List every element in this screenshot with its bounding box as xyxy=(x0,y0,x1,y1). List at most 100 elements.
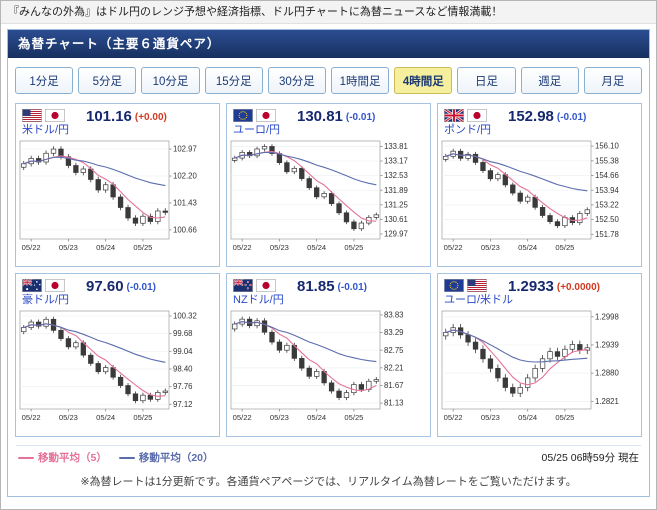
chart-grid: 米ドル/円 101.16 (+0.00) 102.97 102.20 101.43 1… xyxy=(8,103,649,443)
svg-text:154.66: 154.66 xyxy=(595,171,619,180)
svg-text:100.66: 100.66 xyxy=(173,226,197,235)
pair-change: (+0.0000) xyxy=(556,282,600,293)
svg-text:129.97: 129.97 xyxy=(384,230,408,239)
candlestick-chart: 102.97 102.20 101.43 100.66 05/22 05/23 05/24 0… xyxy=(19,140,198,252)
tf-4hour-button[interactable]: 4時間足 xyxy=(394,67,453,94)
pair-price: 130.81 xyxy=(297,108,343,125)
pair-panel-usdjpy: 米ドル/円 101.16 (+0.00) 102.97 102.20 101.43 1… xyxy=(15,103,220,267)
flag-nz-icon xyxy=(233,279,253,292)
pair-price: 97.60 xyxy=(86,278,124,295)
tf-weekly-button[interactable]: 週足 xyxy=(520,67,579,94)
tf-30min-button[interactable]: 30分足 xyxy=(267,67,327,94)
timeframe-row: 1分足 5分足 10分足 15分足 30分足 1時間足 4時間足 日足 週足 月… xyxy=(8,58,649,103)
svg-text:05/22: 05/22 xyxy=(233,243,252,252)
svg-text:05/24: 05/24 xyxy=(307,243,326,252)
svg-text:81.13: 81.13 xyxy=(384,399,404,408)
svg-text:05/24: 05/24 xyxy=(307,413,326,422)
ma5-legend: 移動平均（5） xyxy=(18,450,107,465)
flag-eu-icon xyxy=(444,279,464,292)
svg-text:152.50: 152.50 xyxy=(595,215,620,224)
svg-text:155.38: 155.38 xyxy=(595,156,619,165)
candlestick-chart: 1.2998 1.2939 1.2880 1.2821 05/22 05/23 05/24 0… xyxy=(441,310,620,422)
tf-daily-button[interactable]: 日足 xyxy=(457,67,516,94)
tf-1min-button[interactable]: 1分足 xyxy=(15,67,74,94)
ma5-line-icon xyxy=(18,456,34,459)
svg-text:102.97: 102.97 xyxy=(173,145,197,154)
svg-text:99.68: 99.68 xyxy=(173,329,193,338)
svg-text:97.12: 97.12 xyxy=(173,400,193,409)
svg-text:82.75: 82.75 xyxy=(384,346,404,355)
pair-change: (+0.00) xyxy=(134,112,167,123)
pair-name-link[interactable]: NZドル/円 xyxy=(233,294,284,306)
tf-1hour-button[interactable]: 1時間足 xyxy=(331,67,390,94)
svg-text:99.04: 99.04 xyxy=(173,347,193,356)
svg-text:05/23: 05/23 xyxy=(270,243,289,252)
pair-name-link[interactable]: ポンド/円 xyxy=(444,124,492,136)
svg-text:131.89: 131.89 xyxy=(384,186,408,195)
svg-text:05/22: 05/22 xyxy=(233,413,252,422)
pair-name-link[interactable]: ユーロ/円 xyxy=(233,124,281,136)
ma20-line-icon xyxy=(118,456,135,459)
pair-flags xyxy=(233,279,297,292)
svg-text:101.43: 101.43 xyxy=(173,199,197,208)
pair-flags xyxy=(22,279,86,292)
pair-flags xyxy=(444,109,508,122)
candlestick-chart: 83.83 83.29 82.75 82.21 81.67 81.13 05/22 05/23… xyxy=(230,311,404,422)
pair-change: (-0.01) xyxy=(556,112,587,123)
svg-text:05/25: 05/25 xyxy=(133,413,152,422)
flag-jp-icon xyxy=(467,109,487,122)
svg-text:151.78: 151.78 xyxy=(595,230,619,239)
update-note: ※為替レートは1分更新です。各通貨ペアページでは、リアルタイム為替レートをご覧い… xyxy=(80,476,577,488)
flag-us-icon xyxy=(467,279,487,292)
tf-monthly-button[interactable]: 月足 xyxy=(583,67,643,94)
tf-15min-button[interactable]: 15分足 xyxy=(204,67,263,94)
pair-name-link[interactable]: 米ドル/円 xyxy=(22,124,70,136)
pair-name-link[interactable]: 豪ドル/円 xyxy=(22,294,70,306)
svg-text:98.40: 98.40 xyxy=(173,365,193,374)
svg-text:81.67: 81.67 xyxy=(384,381,404,390)
svg-text:05/22: 05/22 xyxy=(444,413,463,422)
pair-flags xyxy=(22,109,86,122)
pair-change: (-0.01) xyxy=(126,282,156,293)
pair-price: 152.98 xyxy=(508,108,554,125)
svg-text:133.81: 133.81 xyxy=(384,142,408,151)
svg-text:05/24: 05/24 xyxy=(518,243,537,252)
svg-text:82.21: 82.21 xyxy=(384,363,404,372)
candlestick-chart: 133.81 133.17 132.53 131.89 131.25 130.61 129.… xyxy=(230,140,409,252)
ma20-legend: 移動平均（20） xyxy=(118,450,214,465)
candlestick-chart: 100.32 99.68 99.04 98.40 97.76 97.12 05/22 05/2… xyxy=(19,310,197,422)
svg-text:131.25: 131.25 xyxy=(384,200,409,209)
pair-name-link[interactable]: ユーロ/米ドル xyxy=(444,294,514,306)
svg-text:83.83: 83.83 xyxy=(384,311,404,320)
svg-text:97.76: 97.76 xyxy=(173,382,193,391)
svg-text:133.17: 133.17 xyxy=(384,157,408,166)
svg-text:05/22: 05/22 xyxy=(22,413,41,422)
pair-panel-audjpy: 豪ドル/円 97.60 (-0.01) 100.32 99.68 99.04 98.4… xyxy=(15,273,220,437)
candlestick-chart: 156.10 155.38 154.66 153.94 153.22 152.50 151.… xyxy=(441,140,620,252)
pair-change: (-0.01) xyxy=(337,282,367,293)
svg-text:1.2998: 1.2998 xyxy=(595,312,619,321)
legend-row: 移動平均（5） 移動平均（20） 05/25 06時59分 現在 xyxy=(16,445,641,468)
svg-text:05/24: 05/24 xyxy=(96,413,115,422)
flag-jp-icon xyxy=(45,279,65,292)
flag-us-icon xyxy=(22,109,42,122)
pair-flags xyxy=(444,279,508,292)
section-title: 為替チャート（主要６通貨ペア） xyxy=(18,37,221,51)
svg-text:132.53: 132.53 xyxy=(384,171,408,180)
svg-text:05/25: 05/25 xyxy=(555,243,574,252)
svg-text:05/25: 05/25 xyxy=(133,243,152,252)
site-tagline: 『みんなの外為』はドル円のレンジ予想や経済指標、ドル円チャートに為替ニュースなど… xyxy=(1,1,656,24)
svg-text:05/24: 05/24 xyxy=(96,243,115,252)
svg-text:05/23: 05/23 xyxy=(481,243,500,252)
svg-text:102.20: 102.20 xyxy=(173,172,198,181)
svg-text:05/25: 05/25 xyxy=(344,413,363,422)
pair-panel-eurusd: ユーロ/米ドル 1.2933 (+0.0000) 1.2998 1.2939 1.2… xyxy=(437,273,642,437)
flag-gb-icon xyxy=(444,109,464,122)
svg-text:1.2939: 1.2939 xyxy=(595,341,619,350)
svg-text:05/22: 05/22 xyxy=(444,243,463,252)
tf-5min-button[interactable]: 5分足 xyxy=(78,67,137,94)
flag-eu-icon xyxy=(233,109,253,122)
tf-10min-button[interactable]: 10分足 xyxy=(141,67,200,94)
svg-text:05/25: 05/25 xyxy=(555,413,574,422)
